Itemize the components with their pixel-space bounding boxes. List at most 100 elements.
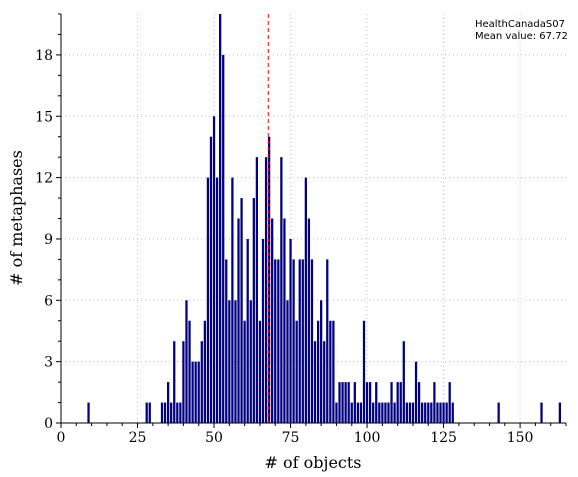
histogram-bar xyxy=(209,136,213,423)
histogram-bar xyxy=(280,157,283,423)
histogram-bar xyxy=(338,382,341,423)
y-axis-ticks: 0 3 6 9 12 15 18 xyxy=(35,13,61,432)
x-tick-label: 25 xyxy=(129,430,147,446)
histogram-bar xyxy=(166,382,170,423)
histogram-bar xyxy=(448,382,451,423)
y-tick-label: 18 xyxy=(35,48,53,64)
histogram-bar xyxy=(283,218,286,423)
histogram-bar xyxy=(359,402,363,423)
histogram-bar xyxy=(356,402,360,423)
histogram-bar xyxy=(433,382,436,423)
histogram-bar xyxy=(540,402,543,423)
histogram-bar xyxy=(381,402,384,423)
histogram-bar xyxy=(197,361,200,423)
histogram-bar xyxy=(264,157,268,423)
histogram-bar xyxy=(396,382,399,423)
x-axis-ticks: 0 25 50 75 100 125 150 xyxy=(57,423,567,446)
histogram-bar xyxy=(335,402,338,423)
histogram-bar xyxy=(286,300,289,423)
x-tick-label: 150 xyxy=(507,430,534,446)
histogram-bar xyxy=(188,320,191,423)
histogram-bar xyxy=(497,402,500,423)
histogram-bar xyxy=(228,300,231,423)
histogram-bar xyxy=(378,402,381,423)
histogram-bar xyxy=(430,402,433,423)
histogram-bar xyxy=(301,259,304,423)
histogram-bar xyxy=(436,402,439,423)
grid-lines xyxy=(61,14,566,423)
histogram-bar xyxy=(87,402,90,423)
histogram-bar xyxy=(249,300,252,423)
histogram-bar xyxy=(323,341,326,423)
histogram-bar xyxy=(234,300,237,423)
histogram-bar xyxy=(439,402,442,423)
histogram-bar xyxy=(194,361,197,423)
y-tick-label: 12 xyxy=(35,171,53,187)
histogram-bar xyxy=(326,259,329,423)
histogram-bar xyxy=(212,116,216,423)
histogram-bar xyxy=(558,402,562,423)
y-axis-label: # of metaphases xyxy=(7,150,26,286)
histogram-bar xyxy=(289,238,292,423)
histogram-bar xyxy=(390,382,393,423)
bars xyxy=(87,14,562,424)
histogram-bar xyxy=(231,177,234,423)
histogram-bar xyxy=(341,382,344,423)
y-tick-label: 9 xyxy=(44,232,53,248)
histogram-bar xyxy=(313,341,317,423)
histogram-bar xyxy=(451,402,454,423)
histogram-bar xyxy=(219,14,222,423)
histogram-bar xyxy=(329,320,332,423)
histogram-bar xyxy=(320,300,323,423)
histogram-bar xyxy=(145,402,148,423)
legend-dataset-name: HealthCanadaS07 xyxy=(475,19,565,30)
histogram-bar xyxy=(271,218,274,423)
histogram-bar xyxy=(427,402,430,423)
histogram-bar xyxy=(332,320,335,423)
x-tick-label: 125 xyxy=(430,430,457,446)
x-tick-label: 0 xyxy=(57,430,66,446)
histogram-bar xyxy=(424,402,427,423)
histogram-bar xyxy=(206,177,210,423)
histogram-bar xyxy=(316,320,320,423)
histogram-bar xyxy=(292,259,295,423)
histogram-bar xyxy=(304,177,307,423)
histogram-bar xyxy=(421,402,424,423)
histogram-bar xyxy=(310,259,314,423)
histogram-bar xyxy=(405,402,408,423)
histogram-bar xyxy=(215,177,219,423)
histogram-bar xyxy=(393,402,396,423)
histogram-bar xyxy=(445,402,448,423)
histogram-bar xyxy=(243,320,246,423)
histogram-bar xyxy=(222,54,225,424)
histogram-bar xyxy=(375,382,378,423)
histogram-bar xyxy=(261,238,265,423)
y-tick-label: 0 xyxy=(44,416,53,432)
x-axis-label: # of objects xyxy=(264,453,361,472)
histogram-bar xyxy=(399,382,402,423)
histogram-bar xyxy=(362,320,366,423)
histogram-bar xyxy=(387,402,390,423)
histogram-bar xyxy=(384,402,387,423)
histogram-bar xyxy=(368,382,372,423)
histogram-bar xyxy=(372,402,375,423)
x-tick-label: 100 xyxy=(354,430,381,446)
histogram-bar xyxy=(442,402,445,423)
histogram-bar xyxy=(237,218,240,423)
histogram-bar xyxy=(365,382,369,423)
histogram-bar xyxy=(408,402,412,423)
histogram-bar xyxy=(240,198,243,423)
legend-mean-value: Mean value: 67.72 xyxy=(475,31,568,42)
histogram-bar xyxy=(350,402,353,423)
histogram-bar xyxy=(252,198,255,423)
histogram-bar xyxy=(176,402,179,423)
histogram-bar xyxy=(225,259,228,423)
histogram-bar xyxy=(353,382,356,423)
histogram-bar xyxy=(267,136,271,423)
histogram-bar xyxy=(246,238,249,423)
y-tick-label: 15 xyxy=(35,109,53,125)
x-tick-label: 50 xyxy=(205,430,223,446)
histogram-bar xyxy=(173,341,176,423)
histogram-bar xyxy=(179,402,182,423)
